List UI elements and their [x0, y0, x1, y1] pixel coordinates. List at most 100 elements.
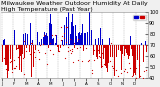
Bar — [6, 45, 7, 65]
Point — [139, 75, 142, 76]
Point — [113, 78, 116, 80]
Point — [7, 50, 9, 51]
Point — [38, 52, 40, 53]
Point — [14, 68, 17, 69]
Bar — [10, 45, 11, 59]
Point — [79, 46, 81, 47]
Point — [3, 59, 6, 61]
Point — [60, 35, 63, 36]
Point — [95, 52, 98, 54]
Bar — [144, 45, 145, 72]
Point — [49, 49, 52, 51]
Point — [99, 63, 102, 64]
Point — [12, 60, 15, 61]
Point — [13, 67, 16, 68]
Bar — [18, 45, 19, 49]
Point — [112, 69, 115, 70]
Bar — [121, 45, 122, 70]
Bar — [79, 32, 80, 45]
Point — [143, 70, 145, 71]
Bar — [62, 40, 63, 45]
Point — [31, 42, 33, 43]
Point — [9, 60, 12, 62]
Bar — [56, 35, 57, 45]
Point — [94, 81, 97, 83]
Bar — [126, 45, 127, 53]
Bar — [4, 39, 5, 45]
Bar — [114, 45, 115, 76]
Bar — [49, 23, 50, 45]
Point — [13, 67, 15, 69]
Bar — [70, 34, 71, 45]
Point — [126, 71, 128, 73]
Bar — [95, 39, 96, 45]
Point — [126, 85, 129, 87]
Point — [41, 44, 44, 45]
Point — [65, 26, 68, 28]
Bar — [31, 45, 32, 76]
Point — [32, 46, 34, 48]
Point — [43, 34, 45, 36]
Bar — [63, 27, 64, 45]
Point — [59, 39, 62, 41]
Point — [131, 75, 134, 76]
Bar — [39, 42, 40, 45]
Point — [115, 70, 118, 71]
Bar — [36, 34, 37, 45]
Bar — [12, 45, 13, 70]
Point — [22, 57, 24, 59]
Bar — [29, 45, 30, 52]
Point — [91, 69, 93, 71]
Point — [5, 61, 8, 62]
Bar — [26, 45, 27, 48]
Point — [87, 60, 90, 61]
Bar — [51, 25, 52, 45]
Bar — [59, 28, 60, 45]
Bar — [54, 45, 55, 46]
Point — [24, 51, 27, 52]
Bar — [133, 45, 134, 76]
Point — [91, 72, 94, 73]
Bar — [97, 45, 98, 59]
Bar — [96, 45, 97, 57]
Bar — [53, 38, 54, 45]
Point — [18, 63, 20, 65]
Point — [58, 51, 60, 52]
Point — [66, 26, 68, 28]
Point — [93, 50, 95, 51]
Point — [87, 60, 90, 61]
Point — [69, 38, 71, 40]
Bar — [33, 45, 34, 67]
Bar — [8, 45, 9, 71]
Bar — [101, 45, 102, 68]
Bar — [81, 33, 82, 45]
Point — [72, 61, 74, 63]
Point — [17, 56, 20, 57]
Bar — [24, 45, 25, 58]
Bar — [104, 45, 105, 48]
Bar — [103, 45, 104, 59]
Bar — [143, 45, 144, 62]
Bar — [115, 45, 116, 85]
Point — [70, 52, 72, 54]
Point — [64, 58, 67, 59]
Bar — [74, 45, 75, 48]
Point — [15, 66, 18, 67]
Point — [32, 52, 35, 53]
Point — [43, 52, 46, 53]
Point — [100, 62, 102, 63]
Point — [23, 41, 25, 42]
Bar — [137, 45, 138, 60]
Bar — [21, 45, 22, 72]
Bar — [83, 45, 84, 51]
Bar — [52, 39, 53, 45]
Point — [135, 67, 137, 68]
Point — [110, 65, 113, 66]
Bar — [145, 41, 146, 45]
Bar — [140, 45, 141, 66]
Point — [100, 52, 103, 53]
Point — [6, 72, 8, 74]
Bar — [99, 45, 100, 54]
Bar — [129, 45, 130, 56]
Point — [103, 64, 105, 65]
